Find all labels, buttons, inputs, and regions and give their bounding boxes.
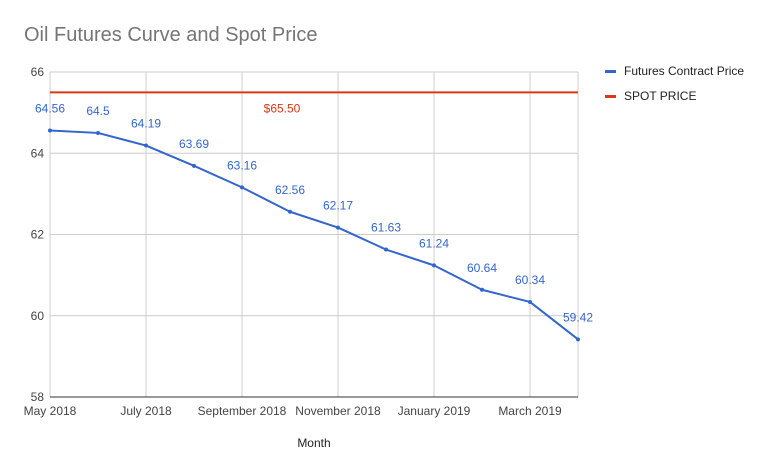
futures-data-label: 60.34 [515,273,545,287]
grid-lines [49,71,579,398]
futures-data-label: 59.42 [563,310,593,324]
futures-data-label: 63.16 [227,158,257,172]
legend-swatch [605,70,616,73]
x-axis-ticks: May 2018 July 2018 September 2018 November … [24,404,562,418]
futures-data-label: 64.56 [35,102,65,116]
futures-point[interactable] [48,128,52,133]
futures-point[interactable] [528,299,532,304]
x-tick-label: March 2019 [498,404,562,418]
futures-data-label: 61.63 [371,221,401,235]
futures-point[interactable] [384,247,388,252]
y-tick-label: 64 [31,146,45,160]
futures-point[interactable] [432,263,436,268]
x-tick-label: July 2018 [120,404,172,418]
chart-title: Oil Futures Curve and Spot Price [24,24,318,46]
y-tick-label: 60 [31,309,45,323]
data-labels: $65.50 64.56 64.5 64.19 63.69 63.16 62.56 62.17… [35,101,593,324]
legend-swatch [605,95,616,98]
legend-label: Futures Contract Price [624,64,744,78]
y-axis-ticks: 58 60 62 64 66 [31,65,45,404]
futures-data-label: 62.56 [275,183,305,197]
legend-label: SPOT PRICE [624,89,696,103]
x-axis-title: Month [297,436,330,450]
futures-data-label: 63.69 [179,137,209,151]
series-group [48,91,580,342]
futures-data-label: 64.19 [131,117,161,131]
futures-data-label: 62.17 [323,199,353,213]
x-tick-label: May 2018 [24,404,77,418]
futures-point[interactable] [336,225,340,230]
futures-point[interactable] [96,130,100,135]
y-tick-label: 66 [31,65,45,79]
futures-data-label: 61.24 [419,236,449,250]
x-tick-label: September 2018 [198,404,287,418]
futures-data-label: 64.5 [86,104,110,118]
futures-point[interactable] [576,337,580,342]
y-tick-label: 62 [31,228,45,242]
x-tick-label: November 2018 [295,404,381,418]
futures-point[interactable] [192,163,196,168]
futures-point[interactable] [288,209,292,214]
spot-price-label: $65.50 [264,101,301,115]
futures-data-label: 60.64 [467,261,497,275]
x-tick-label: January 2019 [398,404,471,418]
futures-point[interactable] [144,143,148,148]
futures-point[interactable] [480,287,484,292]
legend[interactable]: Futures Contract Price SPOT PRICE [605,64,744,103]
futures-line[interactable] [49,129,579,341]
y-tick-label: 58 [31,390,45,404]
futures-point[interactable] [240,185,244,190]
